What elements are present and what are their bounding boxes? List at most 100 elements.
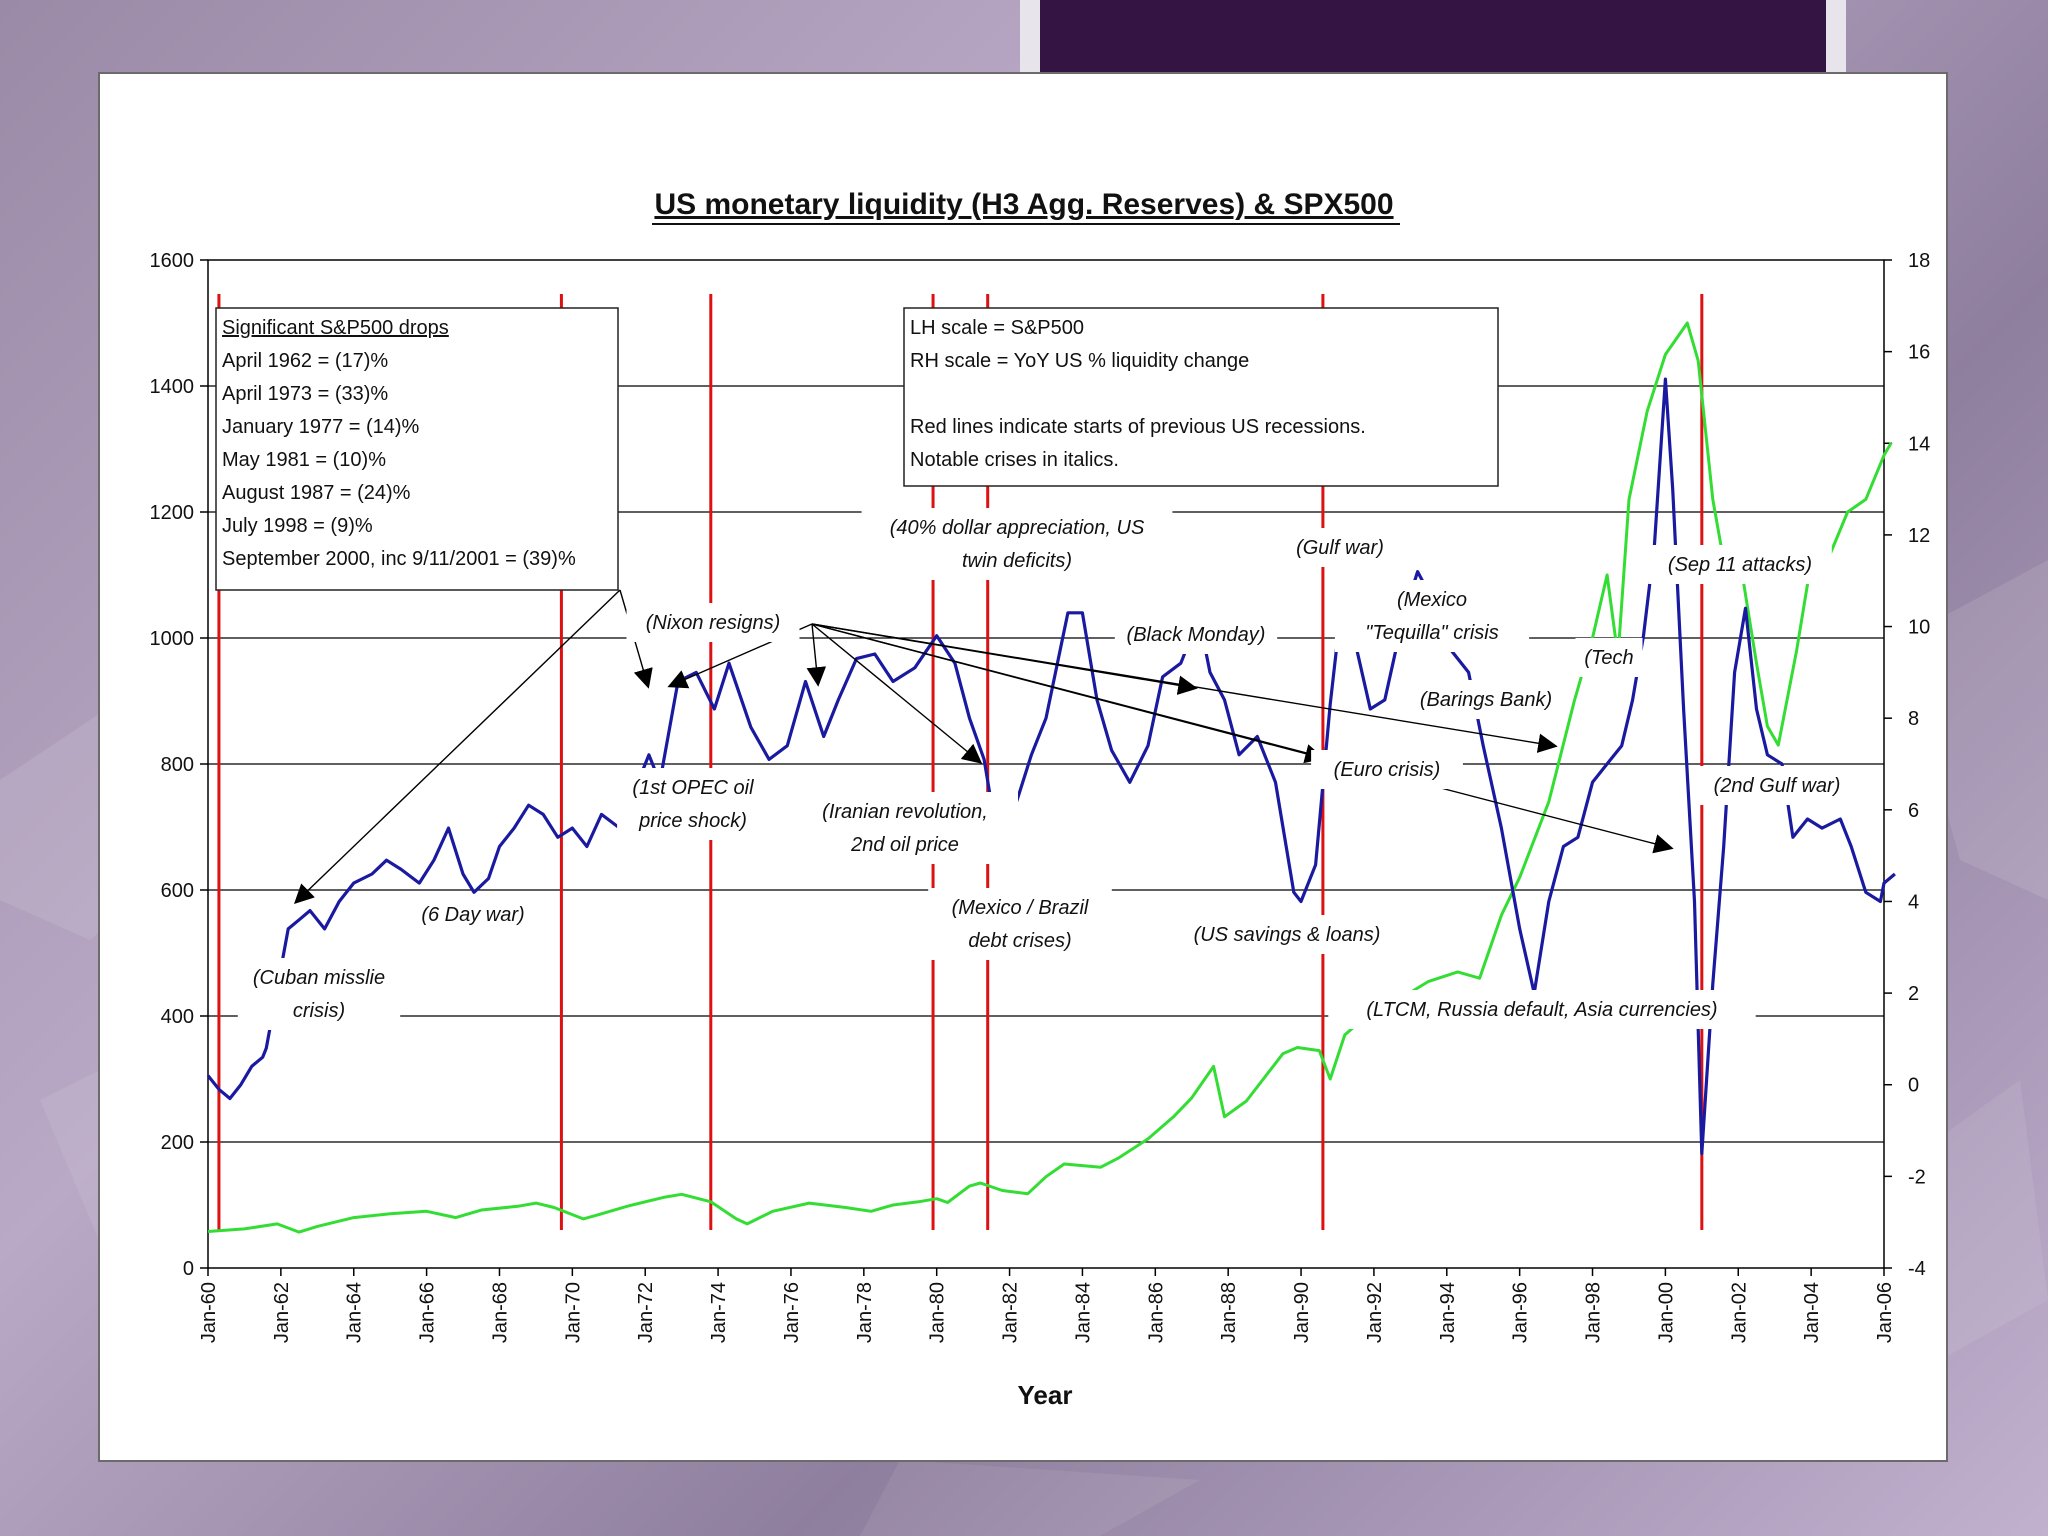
legend-drops-line: April 1973 = (33)% [222, 383, 388, 405]
y-left-tick-label: 200 [161, 1132, 194, 1154]
y-right-tick-label: -4 [1908, 1258, 1926, 1280]
annotation-ltcm: (LTCM, Russia default, Asia currencies) [1328, 990, 1756, 1029]
annotation-nixon: (Nixon resigns) [626, 603, 800, 642]
annotation-arrow [811, 623, 983, 764]
liquidity-series-line [206, 377, 1896, 1156]
annotation-text: "Tequilla" crisis [1365, 622, 1499, 644]
legend-drops-line: January 1977 = (14)% [222, 416, 420, 438]
x-tick-label: Jan-86 [1145, 1282, 1167, 1343]
annotation-tequila: (Mexico "Tequilla" crisis [1334, 580, 1530, 652]
annotation-background [861, 508, 1173, 580]
x-tick-label: Jan-80 [927, 1282, 949, 1343]
annotation-text: (Mexico / Brazil [952, 897, 1089, 919]
annotation-text: (LTCM, Russia default, Asia currencies) [1366, 999, 1717, 1021]
x-tick-label: Jan-02 [1728, 1282, 1750, 1343]
annotation-text: (Nixon resigns) [646, 612, 780, 634]
annotation-euro: (Euro crisis) [1311, 750, 1463, 789]
y-right-tick-label: 12 [1908, 525, 1930, 547]
annotation-text: (US savings & loans) [1194, 924, 1381, 946]
chart-title: US monetary liquidity (H3 Agg. Reserves)… [654, 188, 1393, 221]
annotation-sep11: (Sep 11 attacks) [1648, 545, 1832, 584]
annotation-text: twin deficits) [962, 550, 1072, 572]
annotation-mexbrazil: (Mexico / Brazil debt crises) [928, 888, 1112, 960]
annotation-background [1114, 615, 1278, 654]
annotation-text: (6 Day war) [421, 904, 524, 926]
annotation-background [237, 958, 401, 1030]
annotation-gulf2: (2nd Gulf war) [1695, 766, 1859, 805]
y-right-tick-label: 2 [1908, 983, 1919, 1005]
y-right-tick-label: 0 [1908, 1075, 1919, 1097]
annotation-savings: (US savings & loans) [1174, 915, 1400, 954]
legend-scales-line: Red lines indicate starts of previous US… [910, 416, 1366, 438]
x-tick-label: Jan-94 [1437, 1282, 1459, 1343]
legend-drops-line: July 1998 = (9)% [222, 515, 373, 537]
legend-scales-line: RH scale = YoY US % liquidity change [910, 350, 1249, 372]
annotation-background [626, 603, 800, 642]
x-tick-label: Jan-60 [198, 1282, 220, 1343]
annotation-background [1174, 915, 1400, 954]
annotation-background [928, 888, 1112, 960]
annotation-background [1334, 580, 1530, 652]
annotation-barings: (Barings Bank) [1404, 680, 1568, 719]
annotation-text: crisis) [293, 1000, 345, 1022]
x-tick-label: Jan-04 [1801, 1282, 1823, 1343]
x-tick-label: Jan-78 [854, 1282, 876, 1343]
annotation-background [1404, 680, 1568, 719]
y-left-tick-label: 1600 [150, 250, 195, 272]
annotation-background [407, 895, 539, 934]
annotation-tech: (Tech [1575, 638, 1643, 677]
annotation-text: (Tech [1584, 647, 1633, 669]
annotation-cuban: (Cuban misslie crisis) [237, 958, 401, 1030]
x-tick-label: Jan-74 [708, 1282, 730, 1343]
y-right-tick-label: 8 [1908, 708, 1919, 730]
annotation-text: price shock) [638, 810, 747, 832]
annotation-text: (40% dollar appreciation, US [890, 517, 1145, 539]
y-right-tick-label: 6 [1908, 800, 1919, 822]
legend-drops-line: May 1981 = (10)% [222, 449, 386, 471]
annotation-background [617, 768, 769, 840]
annotation-text: 2nd oil price [850, 834, 959, 856]
x-tick-label: Jan-82 [1000, 1282, 1022, 1343]
y-left-tick-label: 0 [183, 1258, 194, 1280]
y-right-tick-label: 14 [1908, 433, 1930, 455]
annotation-background [1328, 990, 1756, 1029]
x-tick-label: Jan-76 [781, 1282, 803, 1343]
annotation-background [1575, 638, 1643, 677]
legend-drops-heading: Significant S&P500 drops [222, 317, 449, 339]
x-tick-label: Jan-00 [1655, 1282, 1677, 1343]
y-left-tick-label: 1400 [150, 376, 195, 398]
annotation-background [1648, 545, 1832, 584]
y-axis-left: 1600 1400 1200 1000 800 600 400 200 0 [150, 250, 208, 1280]
annotation-blackmon: (Black Monday) [1114, 615, 1278, 654]
y-left-tick-label: 400 [161, 1006, 194, 1028]
annotation-text: (Euro crisis) [1334, 759, 1441, 781]
y-right-tick-label: 16 [1908, 342, 1930, 364]
x-tick-label: Jan-98 [1583, 1282, 1605, 1343]
y-right-tick-label: -2 [1908, 1166, 1926, 1188]
annotation-iran: (Iranian revolution, 2nd oil price [792, 792, 1018, 864]
y-axis-right: 18 16 14 12 10 8 6 4 2 0 -2 -4 [1884, 250, 1930, 1280]
annotation-arrow [811, 623, 1558, 753]
annotation-background [1311, 750, 1463, 789]
x-tick-label: Jan-92 [1364, 1282, 1386, 1343]
sp500-series-line [207, 321, 1893, 1234]
legend-drops-line: April 1962 = (17)% [222, 350, 388, 372]
annotation-text: (Mexico [1397, 589, 1467, 611]
series-layer [206, 321, 1896, 1234]
x-tick-label: Jan-72 [635, 1282, 657, 1343]
x-tick-label: Jan-06 [1874, 1282, 1896, 1343]
y-left-tick-label: 1200 [150, 502, 195, 524]
x-axis: Jan-60 Jan-62 Jan-64 Jan-66 Jan-68 Jan-70 Jan-… [198, 1268, 1896, 1343]
chart: US monetary liquidity (H3 Agg. Reserves)… [150, 188, 1931, 1410]
annotation-text: (Barings Bank) [1420, 689, 1552, 711]
annotation-text: (Black Monday) [1127, 624, 1266, 646]
x-axis-label: Year [1018, 1380, 1073, 1410]
annotation-text: (Cuban misslie [253, 967, 385, 989]
x-tick-label: Jan-62 [271, 1282, 293, 1343]
legend-scales-line: Notable crises in italics. [910, 449, 1119, 471]
annotation-text: (1st OPEC oil [632, 777, 754, 799]
legend-drops-line: August 1987 = (24)% [222, 482, 411, 504]
annotation-text: debt crises) [968, 930, 1071, 952]
legend-scales-line: LH scale = S&P500 [910, 317, 1084, 339]
annotation-arrow [811, 623, 1325, 764]
